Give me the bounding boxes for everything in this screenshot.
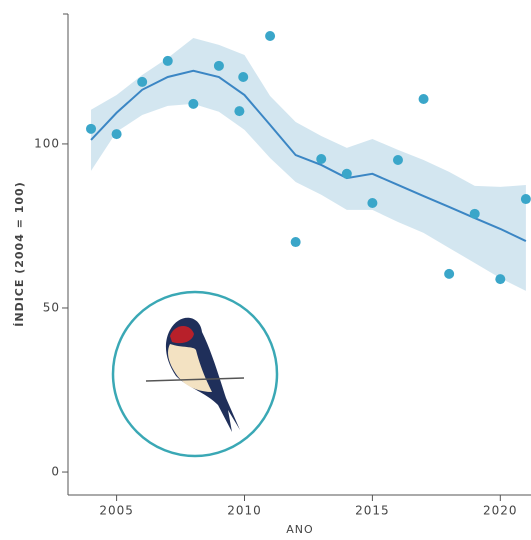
data-point — [111, 129, 122, 140]
y-axis-title: ÍNDICE (2004 = 100) — [13, 181, 26, 326]
bird-illustration — [111, 290, 279, 458]
trend-line — [90, 69, 527, 242]
data-point — [137, 76, 148, 87]
bird-throat — [170, 325, 194, 344]
x-tick-label: 2020 — [483, 504, 518, 518]
confidence-band — [91, 37, 526, 291]
data-point — [392, 155, 403, 166]
data-point — [520, 194, 531, 205]
data-point — [162, 55, 173, 66]
data-point — [367, 197, 378, 208]
data-point — [234, 106, 245, 117]
y-tick-label: 0 — [51, 465, 60, 479]
x-tick-label: 2015 — [355, 504, 390, 518]
data-point — [213, 60, 224, 71]
data-point — [86, 123, 97, 134]
data-point — [444, 268, 455, 279]
y-tick-label: 50 — [43, 300, 60, 314]
bird-wire — [145, 377, 245, 382]
x-axis-title: ANO — [286, 523, 313, 536]
data-point — [290, 237, 301, 248]
x-tick-label: 2005 — [99, 504, 134, 518]
data-point — [495, 274, 506, 285]
data-point — [188, 98, 199, 109]
y-tick-label: 100 — [34, 136, 60, 150]
data-point — [316, 154, 327, 165]
data-point — [469, 208, 480, 219]
data-point — [341, 168, 352, 179]
data-point — [238, 71, 249, 82]
data-point — [265, 30, 276, 41]
x-tick-label: 2010 — [227, 504, 262, 518]
plot-area: 0 50 100 2005 2010 2015 2020 — [34, 13, 531, 518]
data-point — [418, 93, 429, 104]
